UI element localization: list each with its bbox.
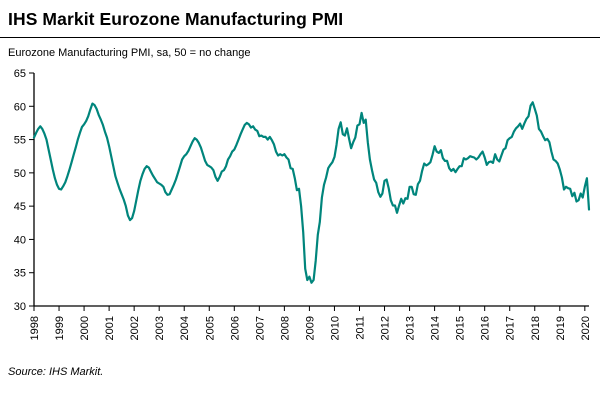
- chart-subtitle: Eurozone Manufacturing PMI, sa, 50 = no …: [8, 47, 251, 59]
- y-axis-label: 45: [14, 201, 26, 213]
- x-axis-label: 2013: [405, 316, 417, 340]
- y-axis-label: 50: [14, 168, 26, 180]
- x-axis-label: 2005: [204, 316, 216, 340]
- y-axis-label: 55: [14, 135, 26, 147]
- x-axis-label: 2002: [129, 316, 141, 340]
- x-axis-label: 1998: [29, 316, 41, 340]
- x-axis-label: 2009: [304, 316, 316, 340]
- x-axis-label: 2019: [555, 316, 567, 340]
- x-axis-label: 2018: [530, 316, 542, 340]
- pmi-chart: 30 35 40 45 50 55 60 65 1998 1999 2000 2001 2002 2003…: [14, 68, 592, 340]
- x-axis-label: 2012: [380, 316, 392, 340]
- x-axis-label: 2004: [179, 316, 191, 340]
- x-axis-label: 2010: [329, 316, 341, 340]
- y-axis-label: 40: [14, 234, 26, 246]
- header: IHS Markit Eurozone Manufacturing PMI: [0, 0, 600, 38]
- x-axis-label: 2008: [279, 316, 291, 340]
- x-axis-label: 2016: [480, 316, 492, 340]
- x-axis-label: 2003: [154, 316, 166, 340]
- x-axis-label: 1999: [54, 316, 66, 340]
- pmi-line: [32, 101, 591, 284]
- chart-title: IHS Markit Eurozone Manufacturing PMI: [8, 9, 344, 29]
- x-axis-label: 2017: [505, 316, 517, 340]
- y-axis-label: 35: [14, 268, 26, 280]
- y-axis-label: 65: [14, 68, 26, 80]
- x-axis-label: 2014: [430, 316, 442, 340]
- x-axis-label: 2001: [104, 316, 116, 340]
- source-note: Source: IHS Markit.: [8, 366, 104, 378]
- x-axis-label: 2000: [79, 316, 91, 340]
- y-axis-label: 30: [14, 301, 26, 313]
- x-axis-label: 2007: [254, 316, 266, 340]
- y-axis-label: 60: [14, 101, 26, 113]
- x-axis-label: 2011: [354, 316, 366, 340]
- x-axis-label: 2020: [580, 316, 592, 340]
- x-axis-label: 2015: [455, 316, 467, 340]
- x-axis-label: 2006: [229, 316, 241, 340]
